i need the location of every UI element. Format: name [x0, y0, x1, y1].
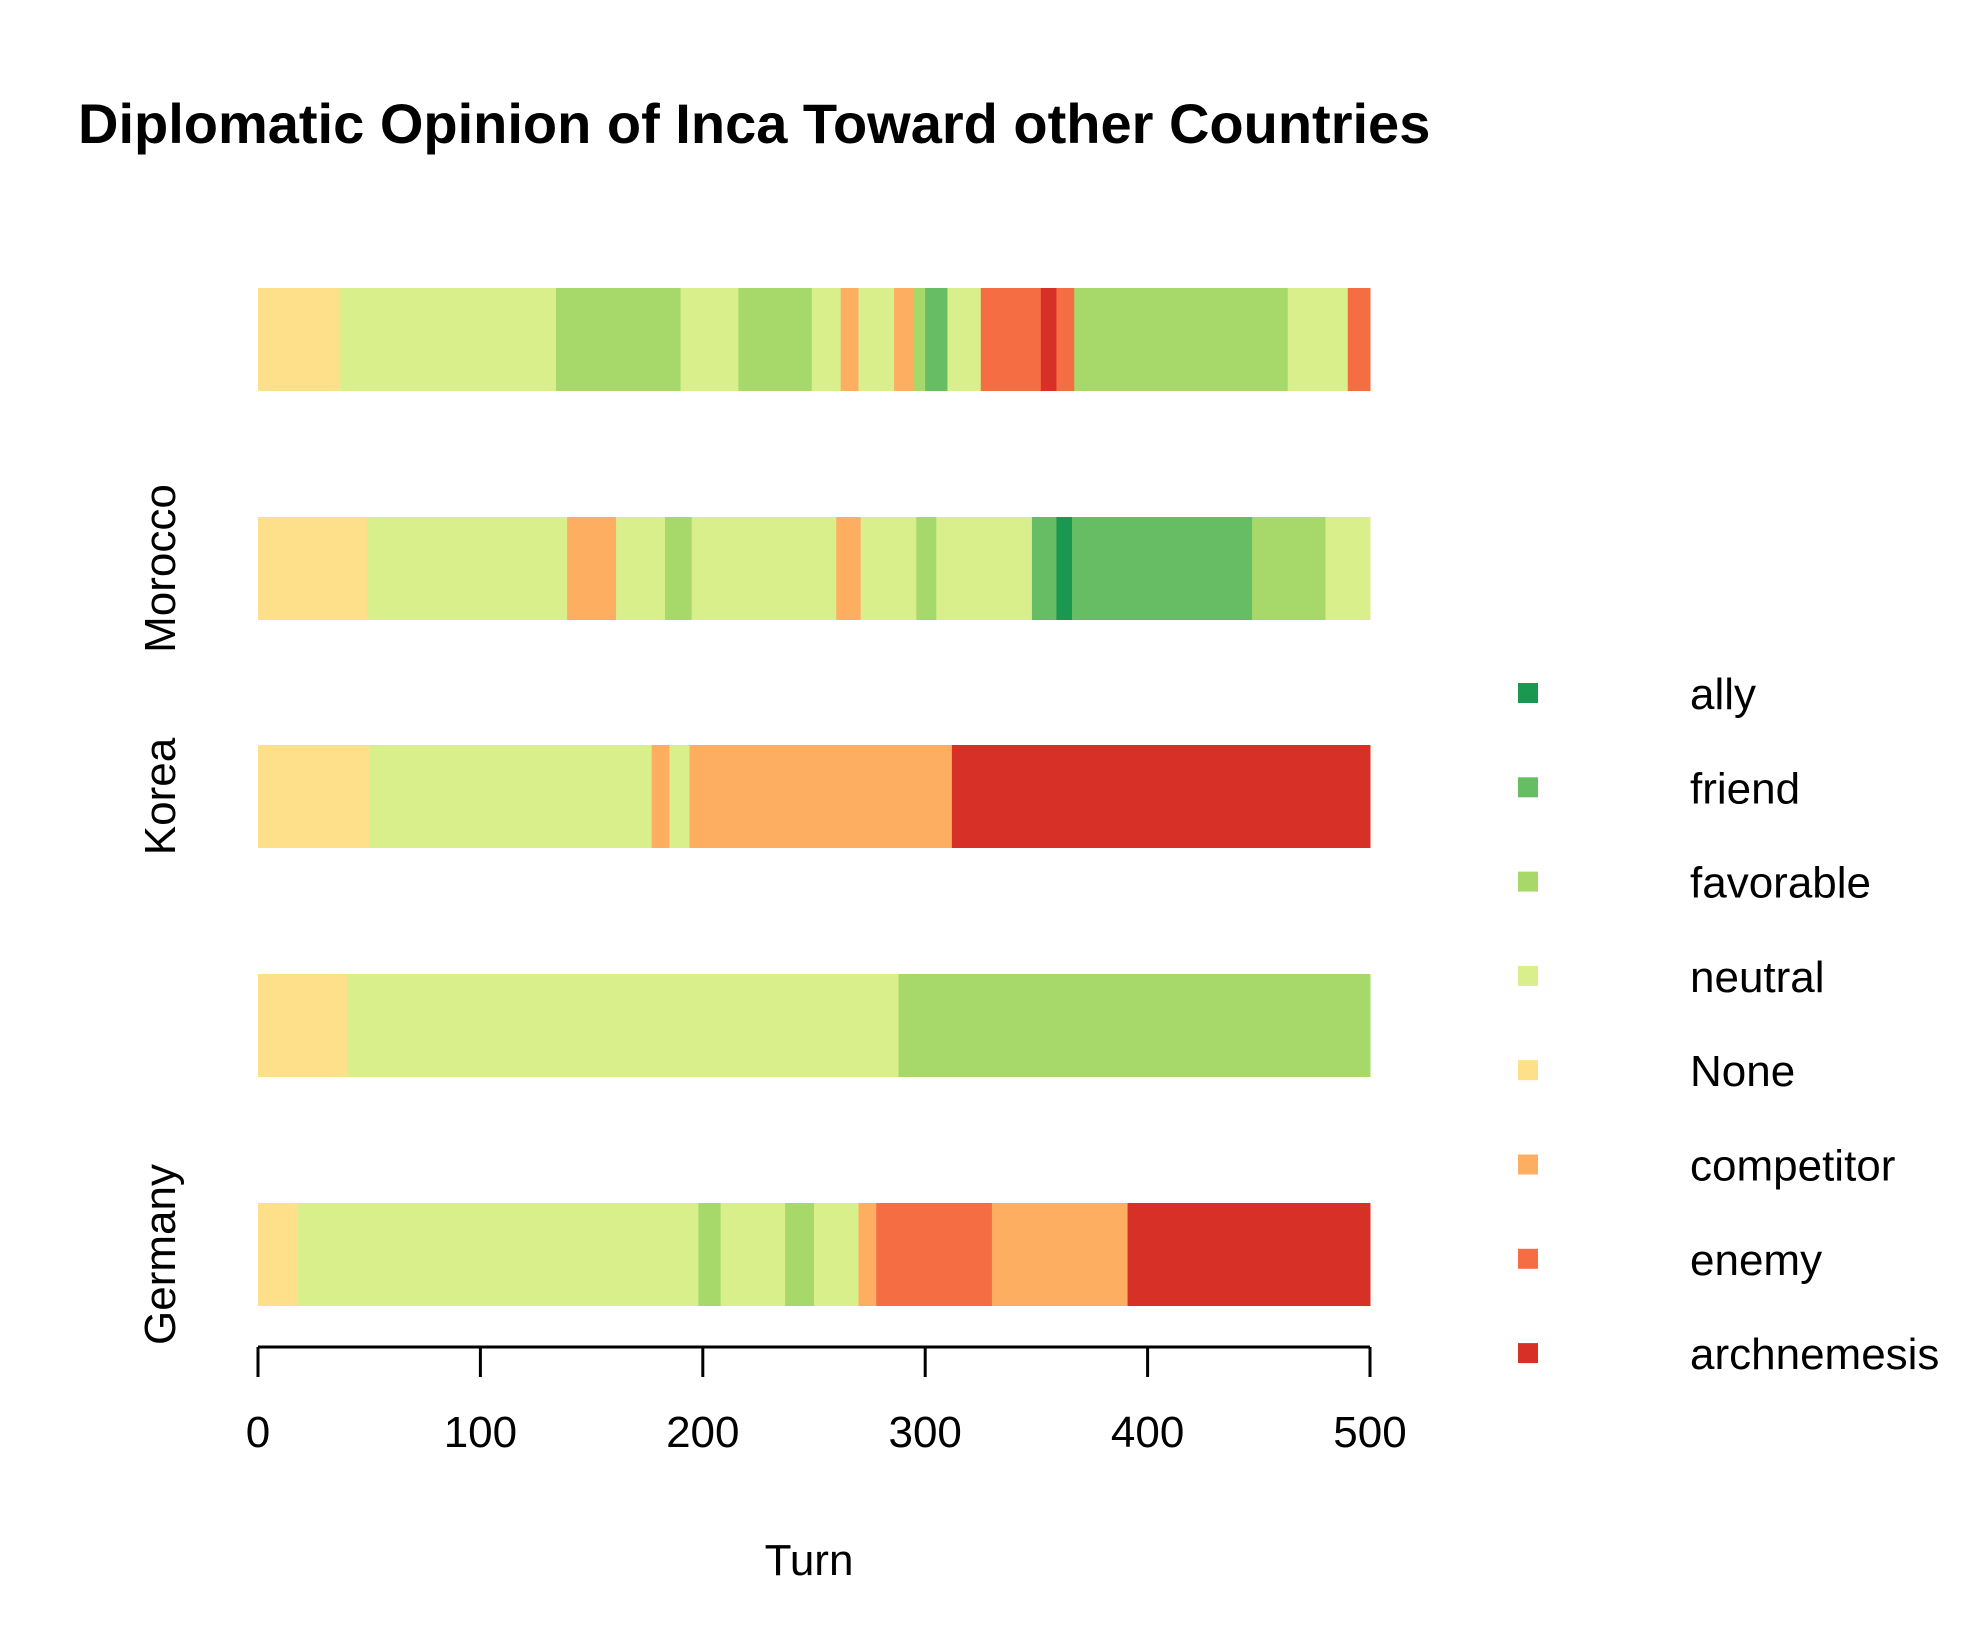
bar-segment-favorable: [664, 517, 693, 620]
legend-item: ally: [1518, 670, 1756, 719]
x-axis: 0 100 200 300 400 500: [246, 1345, 1407, 1457]
legend-swatch: [1518, 683, 1538, 703]
x-tick-label: 300: [888, 1408, 961, 1457]
bar-segment-competitor: [651, 745, 670, 848]
bar-segment-None: [258, 745, 370, 848]
legend-label: None: [1690, 1047, 1795, 1096]
bar-segment-favorable: [1252, 517, 1327, 620]
legend-item: archnemesis: [1518, 1330, 1939, 1379]
bar-segment-neutral: [680, 288, 739, 391]
bar-segment-neutral: [616, 517, 666, 620]
bar-segment-archnemesis: [1040, 288, 1057, 391]
legend-swatch: [1518, 965, 1538, 986]
bar-segment-neutral: [1325, 517, 1371, 620]
bar-segment-enemy: [980, 288, 1042, 391]
bar-segment-friend: [1031, 517, 1057, 620]
bar-segment-competitor: [689, 745, 953, 848]
bar-segment-neutral: [720, 1203, 786, 1306]
bar-segment-neutral: [936, 517, 1033, 620]
legend-label: friend: [1690, 764, 1800, 813]
bar-segment-friend: [1071, 517, 1253, 620]
bar-segment-neutral: [366, 517, 568, 620]
bar-segment-competitor: [894, 288, 915, 391]
x-tick-label: 100: [444, 1408, 517, 1457]
bar-segment-favorable: [914, 288, 926, 391]
bar-segment-enemy: [876, 1203, 993, 1306]
legend-item: friend: [1518, 764, 1800, 813]
bar-segment-neutral: [691, 517, 837, 620]
legend-swatch: [1518, 1248, 1538, 1269]
bar-segment-competitor: [836, 517, 862, 620]
row-label: Morocco: [136, 484, 185, 653]
bar-segment-favorable: [785, 1203, 815, 1306]
legend-swatch: [1518, 1154, 1538, 1175]
bar-segment-ally: [1056, 517, 1073, 620]
bar-segment-neutral: [340, 288, 557, 391]
bar-row-2: [258, 517, 1371, 620]
x-tick-label: 500: [1333, 1408, 1406, 1457]
legend-swatch: [1518, 777, 1538, 798]
x-axis-label: Turn: [765, 1536, 854, 1585]
x-tick-label: 400: [1111, 1408, 1184, 1457]
legend-item: neutral: [1518, 953, 1825, 1002]
bar-segment-neutral: [858, 288, 895, 391]
bar-row-4: [258, 974, 1371, 1077]
bar-segment-neutral: [369, 745, 653, 848]
legend-label: archnemesis: [1690, 1330, 1939, 1379]
bar-segment-enemy: [1347, 288, 1371, 391]
legend-item: enemy: [1518, 1236, 1822, 1285]
bar-segment-favorable: [898, 974, 1371, 1077]
bars-layer: [258, 288, 1371, 1306]
bar-segment-neutral: [298, 1203, 699, 1306]
bar-segment-favorable: [556, 288, 682, 391]
bar-segment-neutral: [860, 517, 917, 620]
legend-swatch: [1518, 871, 1538, 892]
bar-segment-archnemesis: [951, 745, 1371, 848]
legend-label: competitor: [1690, 1142, 1895, 1191]
legend-label: favorable: [1690, 859, 1871, 908]
bar-segment-neutral: [346, 974, 900, 1077]
legend-swatch: [1518, 1060, 1538, 1081]
legend-item: favorable: [1518, 859, 1871, 908]
legend-label: neutral: [1690, 953, 1825, 1002]
row-label: Germany: [136, 1164, 185, 1345]
row-label: Korea: [136, 737, 185, 855]
legend-label: enemy: [1690, 1236, 1822, 1285]
bar-segment-None: [258, 517, 368, 620]
bar-segment-None: [258, 1203, 299, 1306]
bar-segment-neutral: [814, 1203, 859, 1306]
bar-segment-None: [258, 288, 341, 391]
bar-segment-competitor: [567, 517, 617, 620]
bar-segment-favorable: [1074, 288, 1289, 391]
bar-row-1: [258, 288, 1371, 391]
bar-row-3: [258, 745, 1371, 848]
x-tick-label: 200: [666, 1408, 739, 1457]
bar-segment-neutral: [947, 288, 982, 391]
bar-segment-None: [258, 974, 348, 1077]
row-labels: Morocco Korea Germany: [136, 484, 185, 1345]
bar-row-5: [258, 1203, 1371, 1306]
x-tick-label: 0: [246, 1408, 270, 1457]
bar-segment-neutral: [1287, 288, 1349, 391]
bar-segment-archnemesis: [1127, 1203, 1371, 1306]
chart-title: Diplomatic Opinion of Inca Toward other …: [78, 92, 1430, 155]
bar-segment-neutral: [811, 288, 842, 391]
legend-label: ally: [1690, 670, 1756, 719]
bar-segment-competitor: [840, 288, 859, 391]
bar-segment-friend: [925, 288, 948, 391]
bar-segment-favorable: [698, 1203, 722, 1306]
bar-segment-competitor: [991, 1203, 1129, 1306]
bar-segment-favorable: [916, 517, 937, 620]
bar-segment-enemy: [1056, 288, 1075, 391]
legend: ally friend favorable neutral None competitor…: [1518, 670, 1939, 1379]
legend-item: None: [1518, 1047, 1795, 1096]
legend-swatch: [1518, 1343, 1538, 1364]
bar-segment-competitor: [858, 1203, 877, 1306]
bar-segment-neutral: [669, 745, 690, 848]
legend-item: competitor: [1518, 1142, 1895, 1191]
bar-segment-favorable: [738, 288, 813, 391]
